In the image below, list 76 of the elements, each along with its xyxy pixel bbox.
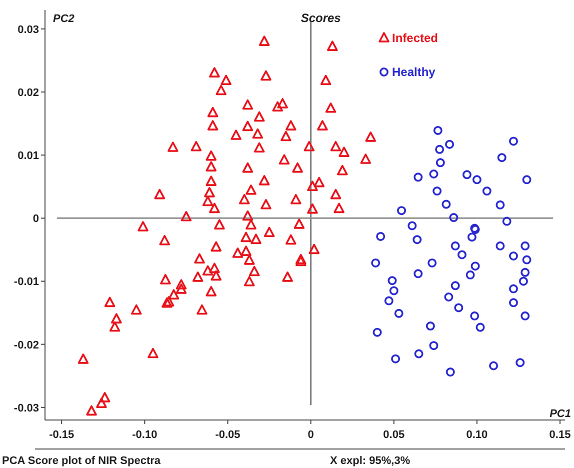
point [457,250,466,260]
point [489,361,498,370]
point [509,298,518,308]
x-tick-label: -0.15 [49,429,74,441]
point [376,232,386,241]
point [426,322,435,331]
point [429,341,438,350]
y-tick-label: -0.01 [14,276,39,288]
point [520,241,530,250]
point [372,328,382,337]
x-tick-label: 0 [308,429,314,441]
point [371,258,380,268]
x-tick-label: -0.05 [215,429,240,441]
point [446,368,455,377]
y-tick-label: -0.02 [14,339,39,352]
point [449,213,458,222]
point [391,354,400,364]
point [414,269,423,278]
point [496,241,505,250]
point [445,140,454,149]
point [408,221,417,230]
text: X expl: 95%,3% [330,455,410,467]
text: PCA Score plot of NIR Spectra [2,455,162,467]
y-tick-label: 0 [32,213,39,226]
point [442,200,451,209]
point [388,276,397,286]
point [467,232,476,242]
point [522,255,532,264]
point [428,258,437,268]
point [412,235,422,244]
point [432,186,442,196]
point [444,292,454,302]
y-axis-title: PC2 [53,13,74,25]
legend-label: Infected [392,31,438,45]
point [433,126,442,135]
x-tick-label: -0.10 [132,429,158,441]
point [466,270,475,280]
x-tick-label: 0.15 [549,429,571,441]
x-axis-title: PC1 [550,408,571,420]
point [414,349,424,358]
point [516,358,525,368]
point [476,322,485,332]
point [436,158,445,168]
point [454,303,464,312]
x-tick-label: 0.05 [383,429,405,441]
point [389,286,398,296]
point [429,170,438,178]
point [450,281,460,290]
point [397,206,406,216]
point [435,144,444,154]
point [414,172,423,182]
y-tick-label: 0.03 [18,24,39,36]
point [462,170,472,180]
point [496,200,505,210]
point [520,268,530,277]
point [394,308,404,318]
point [518,276,528,286]
point [470,311,480,320]
legend-label: Healthy [392,65,436,79]
point [472,175,482,184]
chart-title: Scores [300,11,342,25]
x-tick-label: 0.10 [466,429,488,441]
y-tick-label: -0.03 [14,402,39,414]
point [509,252,518,260]
point [384,296,394,306]
point [482,186,492,196]
point [470,262,480,271]
y-tick-label: 0.01 [18,150,39,162]
point [497,153,506,162]
point [522,175,532,184]
point [450,241,460,250]
point [509,284,518,294]
point [520,311,530,320]
point [509,136,518,146]
y-tick-label: 0.02 [18,87,39,99]
point [502,216,512,226]
